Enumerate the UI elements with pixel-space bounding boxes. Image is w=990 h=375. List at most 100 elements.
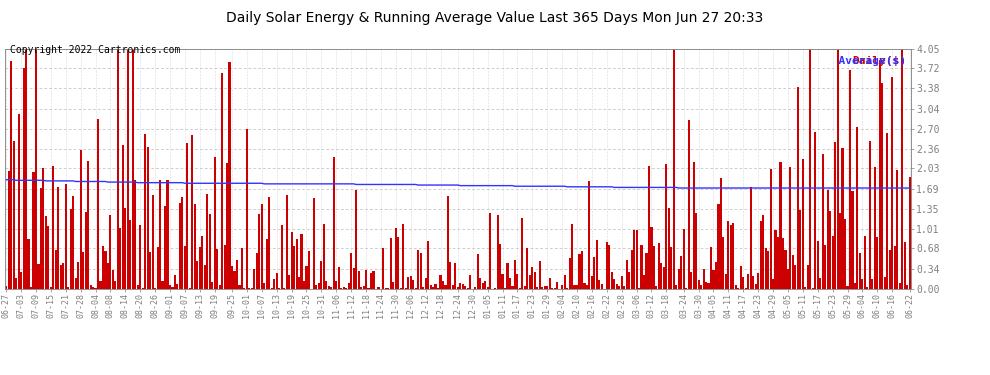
Bar <box>542 287 544 289</box>
Bar <box>754 284 756 289</box>
Bar <box>700 285 702 289</box>
Bar <box>87 160 89 289</box>
Bar <box>713 270 715 289</box>
Bar <box>84 212 87 289</box>
Bar <box>507 263 509 289</box>
Bar <box>40 188 42 289</box>
Bar <box>422 286 424 289</box>
Bar <box>140 225 142 289</box>
Bar <box>794 265 796 289</box>
Bar <box>487 286 489 289</box>
Bar <box>357 271 359 289</box>
Bar <box>774 230 776 289</box>
Bar <box>209 214 211 289</box>
Bar <box>824 244 827 289</box>
Bar <box>762 214 764 289</box>
Bar <box>377 287 379 289</box>
Bar <box>234 271 236 289</box>
Bar <box>387 288 389 289</box>
Bar <box>301 234 303 289</box>
Bar <box>534 272 536 289</box>
Bar <box>764 249 766 289</box>
Bar <box>601 284 603 289</box>
Bar <box>57 187 59 289</box>
Bar <box>275 273 278 289</box>
Bar <box>519 288 521 289</box>
Bar <box>623 286 626 289</box>
Bar <box>336 281 338 289</box>
Bar <box>881 83 883 289</box>
Bar <box>50 287 51 289</box>
Bar <box>827 190 829 289</box>
Bar <box>420 254 422 289</box>
Bar <box>869 141 871 289</box>
Bar <box>894 246 896 289</box>
Bar <box>201 236 203 289</box>
Bar <box>410 276 412 289</box>
Bar <box>484 281 486 289</box>
Bar <box>834 141 837 289</box>
Bar <box>772 279 774 289</box>
Bar <box>645 253 647 289</box>
Bar <box>787 269 789 289</box>
Bar <box>797 87 799 289</box>
Bar <box>59 265 61 289</box>
Bar <box>99 281 102 289</box>
Bar <box>194 204 196 289</box>
Bar <box>517 274 519 289</box>
Bar <box>723 237 725 289</box>
Bar <box>705 282 707 289</box>
Bar <box>693 162 695 289</box>
Bar <box>283 288 285 289</box>
Bar <box>744 288 746 289</box>
Text: Daily Solar Energy & Running Average Value Last 365 Days Mon Jun 27 20:33: Daily Solar Energy & Running Average Val… <box>227 11 763 25</box>
Bar <box>97 120 99 289</box>
Bar <box>851 190 853 289</box>
Bar <box>313 198 315 289</box>
Bar <box>593 257 595 289</box>
Bar <box>886 133 888 289</box>
Bar <box>668 209 670 289</box>
Bar <box>819 278 822 289</box>
Bar <box>715 262 717 289</box>
Bar <box>285 195 288 289</box>
Bar <box>730 225 732 289</box>
Bar <box>616 284 618 289</box>
Bar <box>306 267 308 289</box>
Bar <box>352 268 354 289</box>
Bar <box>735 285 737 289</box>
Bar <box>385 288 387 289</box>
Bar <box>685 288 687 289</box>
Bar <box>35 49 37 289</box>
Bar <box>675 285 677 289</box>
Bar <box>556 282 558 289</box>
Bar <box>370 273 372 289</box>
Bar <box>186 142 188 289</box>
Bar <box>415 288 417 289</box>
Bar <box>807 265 809 289</box>
Bar <box>578 254 580 289</box>
Bar <box>479 278 481 289</box>
Bar <box>62 263 64 289</box>
Bar <box>355 190 357 289</box>
Bar <box>643 275 645 289</box>
Bar <box>631 250 633 289</box>
Bar <box>854 283 856 289</box>
Bar <box>638 288 641 289</box>
Bar <box>280 225 283 289</box>
Bar <box>260 204 263 289</box>
Bar <box>566 288 568 289</box>
Bar <box>365 270 367 289</box>
Bar <box>10 62 12 289</box>
Bar <box>690 272 692 289</box>
Bar <box>395 228 397 289</box>
Bar <box>665 164 667 289</box>
Bar <box>8 171 10 289</box>
Bar <box>660 263 662 289</box>
Bar <box>154 288 156 289</box>
Bar <box>896 170 898 289</box>
Bar <box>502 274 504 289</box>
Bar <box>333 157 335 289</box>
Bar <box>561 285 563 289</box>
Bar <box>899 283 901 289</box>
